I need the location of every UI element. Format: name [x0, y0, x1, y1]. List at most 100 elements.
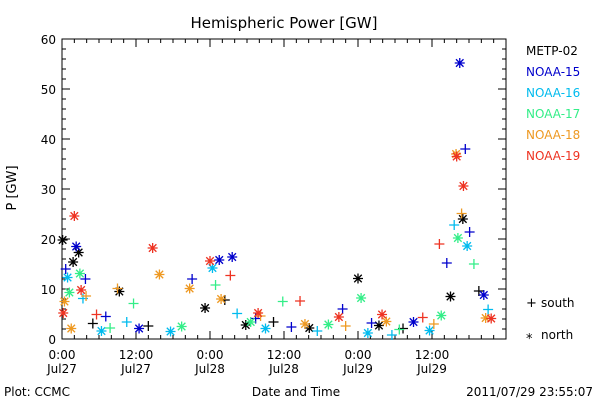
data-point-south: [60, 264, 71, 274]
data-point-north: [62, 272, 73, 283]
data-point-south: [277, 296, 288, 307]
series-noaa-17: [64, 233, 479, 335]
data-point-north: [478, 290, 489, 300]
data-point-south: [312, 326, 323, 336]
data-point-north: [96, 326, 107, 336]
data-point-north: [71, 241, 82, 252]
data-point-south: [441, 258, 452, 268]
data-point-south: [210, 280, 221, 290]
legend-entry-noaa-15: NOAA-15: [526, 65, 580, 79]
legend-entry-noaa-18: NOAA-18: [526, 128, 580, 142]
series-noaa-15: [60, 58, 489, 334]
data-point-south: [366, 318, 377, 328]
y-tick-label: 40: [41, 133, 56, 147]
data-point-south: [394, 324, 405, 335]
data-point-south: [232, 308, 243, 319]
data-point-north: [323, 319, 334, 330]
data-point-north: [74, 268, 85, 279]
legend-star-marker: *: [526, 332, 533, 347]
data-point-north: [205, 256, 215, 266]
data-point-north: [59, 296, 70, 307]
data-point-north: [436, 310, 447, 321]
data-point-south: [337, 304, 348, 314]
legend-entry-noaa-17: NOAA-17: [526, 107, 580, 121]
data-point-north: [451, 151, 462, 162]
data-point-north: [362, 328, 373, 338]
data-point-north: [253, 308, 264, 318]
x-tick-label-time: 12:00: [119, 348, 154, 362]
plot-timestamp: 2011/07/29 23:55:07: [466, 385, 593, 399]
data-point-south: [112, 283, 123, 294]
data-point-north: [408, 317, 419, 327]
data-point-south: [434, 239, 445, 249]
x-tick-label-date: Jul29: [342, 362, 373, 376]
data-point-south: [473, 286, 484, 296]
data-point-north: [452, 233, 463, 243]
x-tick-label-time: 12:00: [415, 348, 450, 362]
plot-axes: 01020304050600:00Jul2712:00Jul270:00Jul2…: [41, 33, 507, 376]
data-point-south: [468, 259, 479, 269]
series-noaa-19: [58, 151, 497, 324]
x-tick-label-time: 0:00: [197, 348, 224, 362]
data-point-north: [154, 269, 165, 280]
data-point-south: [464, 227, 475, 237]
data-point-north: [114, 286, 125, 297]
x-axis-label: Date and Time: [252, 385, 340, 399]
data-point-south: [105, 323, 116, 333]
data-point-north: [200, 303, 211, 313]
legend-entry-noaa-19: NOAA-19: [526, 149, 580, 163]
data-point-north: [240, 320, 251, 330]
data-point-north: [462, 241, 473, 251]
x-tick-label-date: Jul28: [194, 362, 225, 376]
data-point-south: [340, 321, 351, 331]
data-point-north: [214, 255, 225, 265]
data-point-north: [304, 323, 315, 333]
data-point-south: [428, 319, 439, 329]
data-point-south: [268, 317, 279, 327]
data-point-north: [373, 320, 384, 331]
chart-title: Hemispheric Power [GW]: [191, 14, 378, 32]
data-point-north: [377, 309, 388, 320]
legend-entry-metp-02: METP-02: [526, 44, 578, 58]
data-point-south: [417, 312, 428, 323]
data-point-north: [64, 287, 75, 298]
data-point-south: [121, 317, 132, 327]
data-point-north: [216, 294, 227, 304]
plot-frame: [61, 38, 507, 340]
data-point-north: [353, 273, 363, 284]
y-axis-label: P [GW]: [5, 165, 20, 210]
data-point-south: [128, 298, 139, 309]
data-point-north: [458, 181, 469, 191]
data-point-south: [87, 318, 98, 329]
data-point-south: [81, 291, 92, 301]
data-point-south: [187, 274, 198, 284]
series-metp-02: [57, 214, 484, 334]
data-point-north: [480, 313, 491, 323]
data-point-south: [386, 330, 397, 340]
data-point-north: [245, 317, 256, 327]
data-point-north: [147, 243, 158, 253]
data-point-north: [454, 58, 465, 68]
data-point-south: [225, 270, 236, 281]
data-point-north: [69, 211, 80, 221]
data-point-north: [76, 285, 87, 295]
data-point-south: [286, 322, 297, 332]
data-point-north: [66, 323, 77, 334]
data-point-north: [356, 293, 367, 303]
data-point-south: [143, 321, 154, 331]
y-tick-label: 20: [41, 233, 56, 247]
x-tick-label-date: Jul27: [46, 362, 77, 376]
data-point-north: [73, 247, 84, 258]
x-tick-label-time: 0:00: [345, 348, 372, 362]
data-point-north: [457, 214, 468, 224]
data-point-south: [460, 144, 471, 154]
data-point-south: [456, 208, 467, 219]
data-point-north: [299, 319, 310, 329]
series-noaa-16: [62, 220, 494, 340]
data-point-south: [80, 274, 91, 284]
data-point-north: [184, 283, 195, 294]
data-point-north: [381, 316, 392, 327]
legend-marker-label-south: south: [541, 296, 575, 310]
x-tick-label-date: Jul29: [416, 362, 447, 376]
x-tick-label-date: Jul28: [268, 362, 299, 376]
